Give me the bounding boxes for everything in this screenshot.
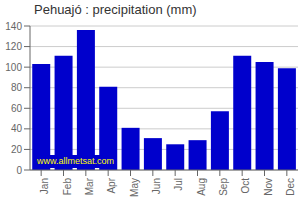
html-text:Pehuajó : precipitation (mm): Pehuajó : precipitation (mm) — [34, 2, 197, 17]
svg-text:Apr: Apr — [106, 177, 117, 193]
svg-text:Jun: Jun — [151, 178, 162, 194]
svg-text:0: 0 — [16, 165, 22, 176]
svg-text:80: 80 — [11, 82, 23, 93]
svg-text:Jul: Jul — [173, 178, 184, 191]
svg-text:40: 40 — [11, 123, 23, 134]
svg-text:Oct: Oct — [240, 178, 251, 194]
svg-text:Sep: Sep — [218, 178, 229, 196]
svg-text:Feb: Feb — [62, 178, 73, 196]
svg-text:Nov: Nov — [263, 178, 274, 196]
svg-text:20: 20 — [11, 144, 23, 155]
html-text:www.allmetsat.com: www.allmetsat.com — [37, 156, 114, 166]
svg-text:60: 60 — [11, 103, 23, 114]
svg-text:140: 140 — [8, 21, 22, 32]
svg-text:Jan: Jan — [39, 178, 50, 194]
svg-text:Aug: Aug — [196, 178, 207, 196]
svg-text:May: May — [129, 178, 140, 197]
svg-text:Dec: Dec — [285, 178, 296, 196]
svg-text:120: 120 — [8, 41, 22, 52]
svg-text:Mar: Mar — [84, 177, 95, 195]
svg-text:100: 100 — [8, 62, 22, 73]
